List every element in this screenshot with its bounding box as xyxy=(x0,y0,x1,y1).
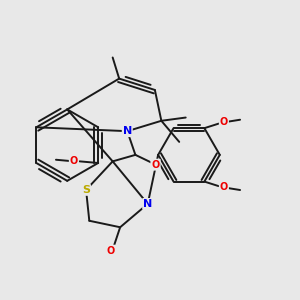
Text: O: O xyxy=(220,182,228,192)
Text: O: O xyxy=(220,117,228,127)
Text: O: O xyxy=(107,246,115,256)
Text: O: O xyxy=(220,182,228,192)
Text: O: O xyxy=(152,160,160,170)
Text: O: O xyxy=(70,156,78,167)
Text: S: S xyxy=(82,185,90,195)
Text: O: O xyxy=(70,156,78,167)
Text: N: N xyxy=(143,199,152,209)
Text: O: O xyxy=(152,160,160,170)
Text: O: O xyxy=(220,117,228,127)
Text: N: N xyxy=(123,126,132,136)
Text: O: O xyxy=(107,246,115,256)
